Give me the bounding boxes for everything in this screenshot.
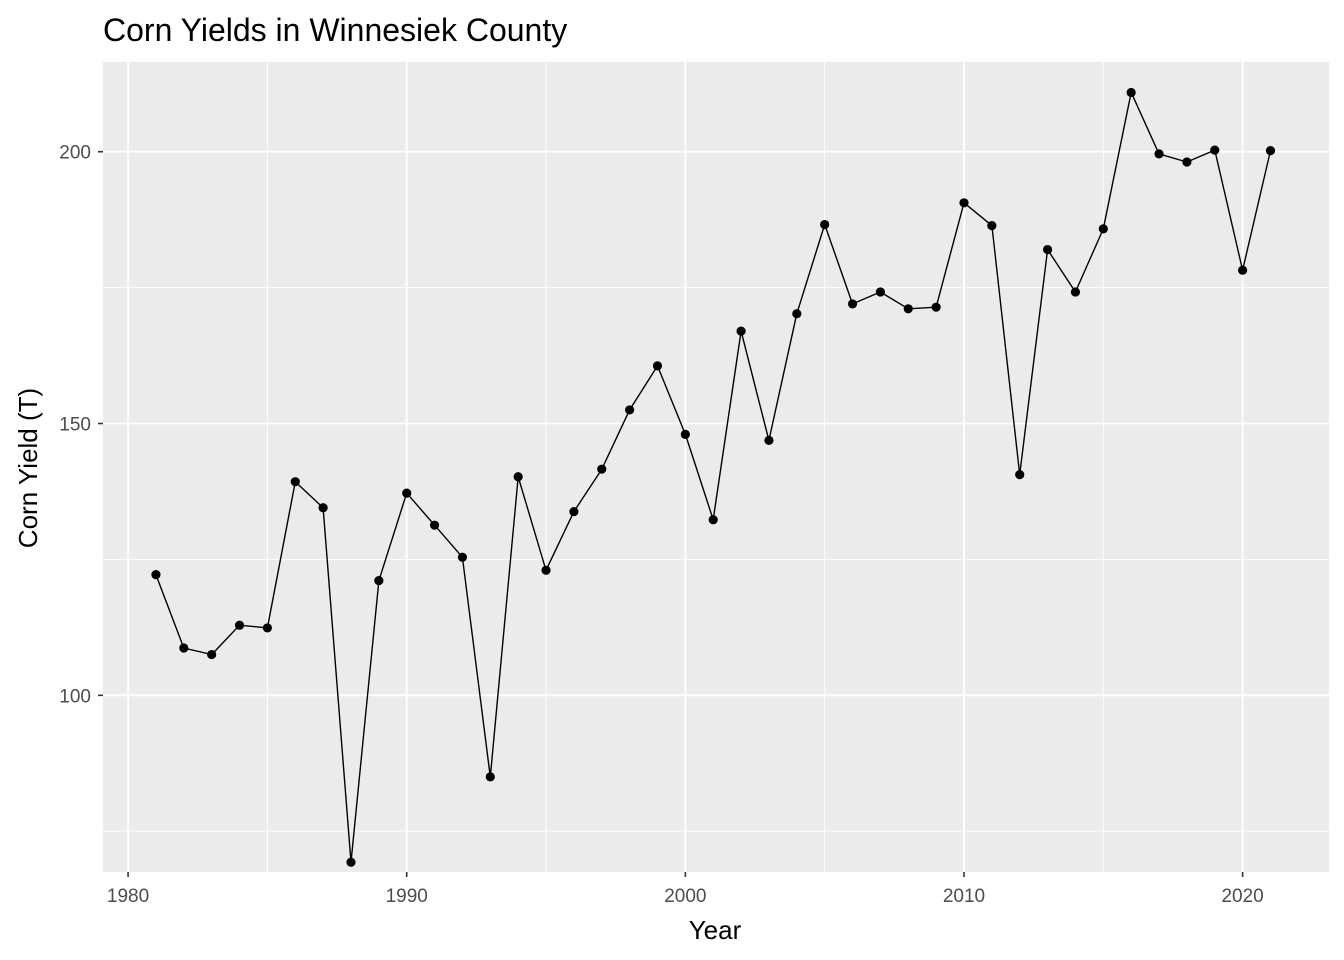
data-point xyxy=(792,309,802,319)
y-tick-label: 200 xyxy=(59,143,91,164)
data-point xyxy=(541,565,551,575)
major-gridlines xyxy=(103,62,1329,872)
data-point xyxy=(931,302,941,312)
data-point xyxy=(374,576,384,586)
data-point xyxy=(736,326,746,336)
data-point xyxy=(987,221,997,231)
data-point xyxy=(625,405,635,415)
data-point xyxy=(1210,145,1220,155)
x-axis-tick-labels: 1980 1990 2000 2010 2020 xyxy=(107,886,1264,907)
chart-title: Corn Yields in Winnesiek County xyxy=(103,12,567,48)
data-point xyxy=(1265,146,1276,156)
axis-ticks xyxy=(98,150,1244,877)
data-point xyxy=(1126,87,1136,98)
y-tick-label: 150 xyxy=(59,415,91,436)
data-point xyxy=(234,620,245,630)
x-tick-label: 1990 xyxy=(386,886,428,907)
x-tick-label: 2020 xyxy=(1221,886,1263,907)
data-point xyxy=(402,488,412,498)
data-point xyxy=(318,503,328,513)
data-point xyxy=(764,435,774,445)
data-point xyxy=(207,649,217,660)
data-point xyxy=(1154,149,1164,159)
data-point xyxy=(1070,287,1081,297)
data-point xyxy=(1238,265,1248,275)
data-point xyxy=(1042,244,1053,255)
x-tick-label: 1980 xyxy=(107,886,149,907)
yield-series xyxy=(151,87,1276,867)
x-axis-title: Year xyxy=(689,915,742,945)
data-point xyxy=(820,219,830,230)
data-point xyxy=(513,472,523,482)
y-axis-title: Corn Yield (T) xyxy=(13,388,43,548)
data-point xyxy=(1098,224,1108,234)
data-point xyxy=(457,552,468,562)
data-point xyxy=(847,299,858,309)
data-point xyxy=(1182,157,1192,167)
x-tick-label: 2000 xyxy=(664,886,706,907)
data-point xyxy=(346,857,356,867)
x-tick-label: 2010 xyxy=(943,886,985,907)
data-point xyxy=(652,361,663,371)
data-point xyxy=(959,198,969,208)
y-tick-label: 100 xyxy=(59,686,91,707)
data-point xyxy=(680,429,690,439)
minor-gridlines xyxy=(103,62,1329,872)
data-point xyxy=(1015,470,1025,480)
y-axis-tick-labels: 100 150 200 xyxy=(59,143,91,708)
data-point xyxy=(569,506,579,517)
data-point xyxy=(151,570,161,580)
data-point xyxy=(903,304,913,314)
data-point xyxy=(262,623,272,633)
data-point xyxy=(597,464,607,474)
plot-panel xyxy=(103,62,1329,872)
data-point xyxy=(485,772,495,782)
data-point xyxy=(290,477,300,487)
data-point xyxy=(179,643,189,653)
data-point xyxy=(429,520,440,530)
data-point xyxy=(875,287,885,297)
data-point xyxy=(708,515,718,525)
